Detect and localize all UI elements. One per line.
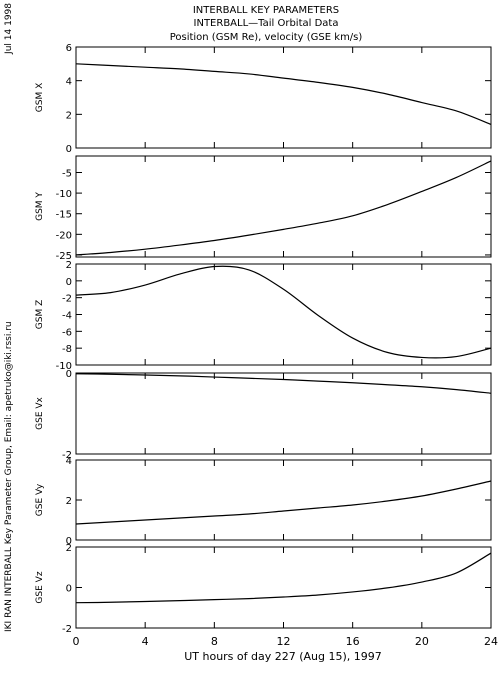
header-line-3: Position (GSM Re), velocity (GSE km/s) [170, 32, 363, 43]
panel-2: -25 -20 -15 -10 -5 GSM Y [35, 155, 492, 262]
side-date: Jul 14 1998 [4, 3, 14, 55]
y-tick-label: -10 [56, 189, 72, 200]
x-tick-label: 4 [142, 635, 149, 648]
series-line [75, 480, 492, 525]
panel-3: -10 -8 -6 -4 -2 0 2 GSM Z [35, 260, 492, 372]
panel-frame [75, 155, 492, 258]
panel-y-label: GSE Vx [35, 396, 45, 429]
panel-y-label: GSE Vy [35, 483, 45, 516]
x-tick-label: 20 [415, 635, 429, 648]
panel-6: -2 0 2 GSE Vz [35, 543, 492, 635]
x-tick-label: 8 [211, 635, 218, 648]
x-tick-label: 0 [73, 635, 80, 648]
panel-frame [75, 263, 492, 366]
y-tick-label: 4 [66, 456, 72, 467]
panel-4: -2 0 GSE Vx [35, 369, 492, 461]
y-tick-label: -8 [62, 344, 72, 355]
y-tick-label: -2 [62, 624, 72, 635]
y-tick-label: -2 [62, 294, 72, 305]
panel-frame [75, 546, 492, 629]
panel-y-label: GSM Z [35, 300, 45, 329]
x-axis: 0 4 8 12 16 20 24 [73, 635, 499, 648]
y-tick-label: 4 [66, 77, 72, 88]
y-tick-label: 0 [66, 584, 72, 595]
side-credit: IKI RAN INTERBALL Key Parameter Group, E… [4, 321, 14, 632]
panel-frame [75, 372, 492, 455]
y-tick-label: 0 [66, 369, 72, 380]
y-tick-label: 2 [66, 496, 72, 507]
y-tick-label: -6 [62, 327, 72, 338]
panel-y-label: GSM X [35, 83, 45, 112]
panel-5: 0 2 4 GSE Vy [35, 456, 492, 547]
panel-y-label: GSE Vz [35, 571, 45, 603]
y-tick-label: 0 [66, 277, 72, 288]
panel-y-label: GSM Y [35, 192, 45, 221]
y-tick-label: -2 [62, 450, 72, 461]
y-tick-label: 2 [66, 260, 72, 271]
y-tick-label: 2 [66, 110, 72, 121]
y-tick-label: -25 [56, 251, 72, 262]
header-line-2: INTERBALL—Tail Orbital Data [194, 18, 339, 29]
header-line-1: INTERBALL KEY PARAMETERS [193, 5, 339, 16]
y-tick-label: 6 [66, 43, 72, 54]
panel-1: 0 2 4 6 GSM X [35, 43, 492, 155]
x-axis-label: UT hours of day 227 (Aug 15), 1997 [184, 650, 382, 663]
x-tick-label: 24 [484, 635, 498, 648]
series-line [75, 160, 492, 256]
series-line [75, 373, 492, 394]
y-tick-label: -15 [56, 210, 72, 221]
y-tick-label: -5 [62, 168, 72, 179]
series-line [75, 552, 492, 604]
y-tick-label: -20 [56, 230, 72, 241]
panel-frame [75, 459, 492, 541]
series-line [75, 63, 492, 125]
x-tick-label: 16 [346, 635, 360, 648]
y-tick-label: 0 [66, 536, 72, 547]
series-line [75, 265, 492, 359]
panel-frame [75, 46, 492, 149]
y-tick-label: -4 [62, 311, 72, 322]
y-tick-label: -10 [56, 361, 72, 372]
y-tick-label: 2 [66, 543, 72, 554]
y-tick-label: 0 [66, 144, 72, 155]
x-tick-label: 12 [277, 635, 291, 648]
